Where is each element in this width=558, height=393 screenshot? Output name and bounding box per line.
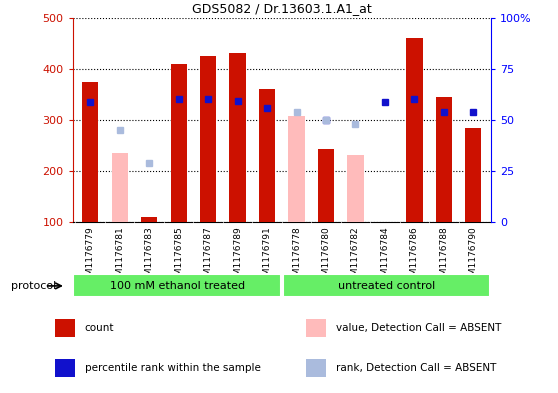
Bar <box>306 359 326 377</box>
Text: GSM1176786: GSM1176786 <box>410 226 419 287</box>
Bar <box>200 56 216 222</box>
Text: GSM1176779: GSM1176779 <box>86 226 95 287</box>
Title: GDS5082 / Dr.13603.1.A1_at: GDS5082 / Dr.13603.1.A1_at <box>192 2 372 15</box>
Text: GSM1176778: GSM1176778 <box>292 226 301 287</box>
Bar <box>465 127 482 222</box>
Bar <box>306 319 326 337</box>
Bar <box>229 53 246 222</box>
Bar <box>171 64 187 222</box>
Bar <box>141 217 157 222</box>
Text: rank, Detection Call = ABSENT: rank, Detection Call = ABSENT <box>336 363 496 373</box>
Bar <box>283 274 490 298</box>
Text: GSM1176784: GSM1176784 <box>381 226 389 287</box>
Bar <box>82 81 98 222</box>
Text: GSM1176783: GSM1176783 <box>145 226 153 287</box>
Bar <box>436 97 452 222</box>
Bar <box>112 153 128 222</box>
Text: GSM1176789: GSM1176789 <box>233 226 242 287</box>
Text: value, Detection Call = ABSENT: value, Detection Call = ABSENT <box>336 323 501 333</box>
Text: GSM1176787: GSM1176787 <box>204 226 213 287</box>
Bar <box>259 89 275 222</box>
Bar <box>74 274 281 298</box>
Bar <box>318 149 334 222</box>
Text: GSM1176790: GSM1176790 <box>469 226 478 287</box>
Text: GSM1176782: GSM1176782 <box>351 226 360 287</box>
Text: count: count <box>85 323 114 333</box>
Text: GSM1176785: GSM1176785 <box>174 226 183 287</box>
Text: 100 mM ethanol treated: 100 mM ethanol treated <box>109 281 245 291</box>
Text: GSM1176788: GSM1176788 <box>439 226 449 287</box>
Bar <box>348 154 364 222</box>
Bar <box>55 359 75 377</box>
Bar <box>288 116 305 222</box>
Text: protocol: protocol <box>11 281 56 291</box>
Text: GSM1176791: GSM1176791 <box>263 226 272 287</box>
Bar <box>406 38 422 222</box>
Text: GSM1176780: GSM1176780 <box>321 226 330 287</box>
Text: untreated control: untreated control <box>338 281 435 291</box>
Text: percentile rank within the sample: percentile rank within the sample <box>85 363 261 373</box>
Text: GSM1176781: GSM1176781 <box>115 226 124 287</box>
Bar <box>55 319 75 337</box>
